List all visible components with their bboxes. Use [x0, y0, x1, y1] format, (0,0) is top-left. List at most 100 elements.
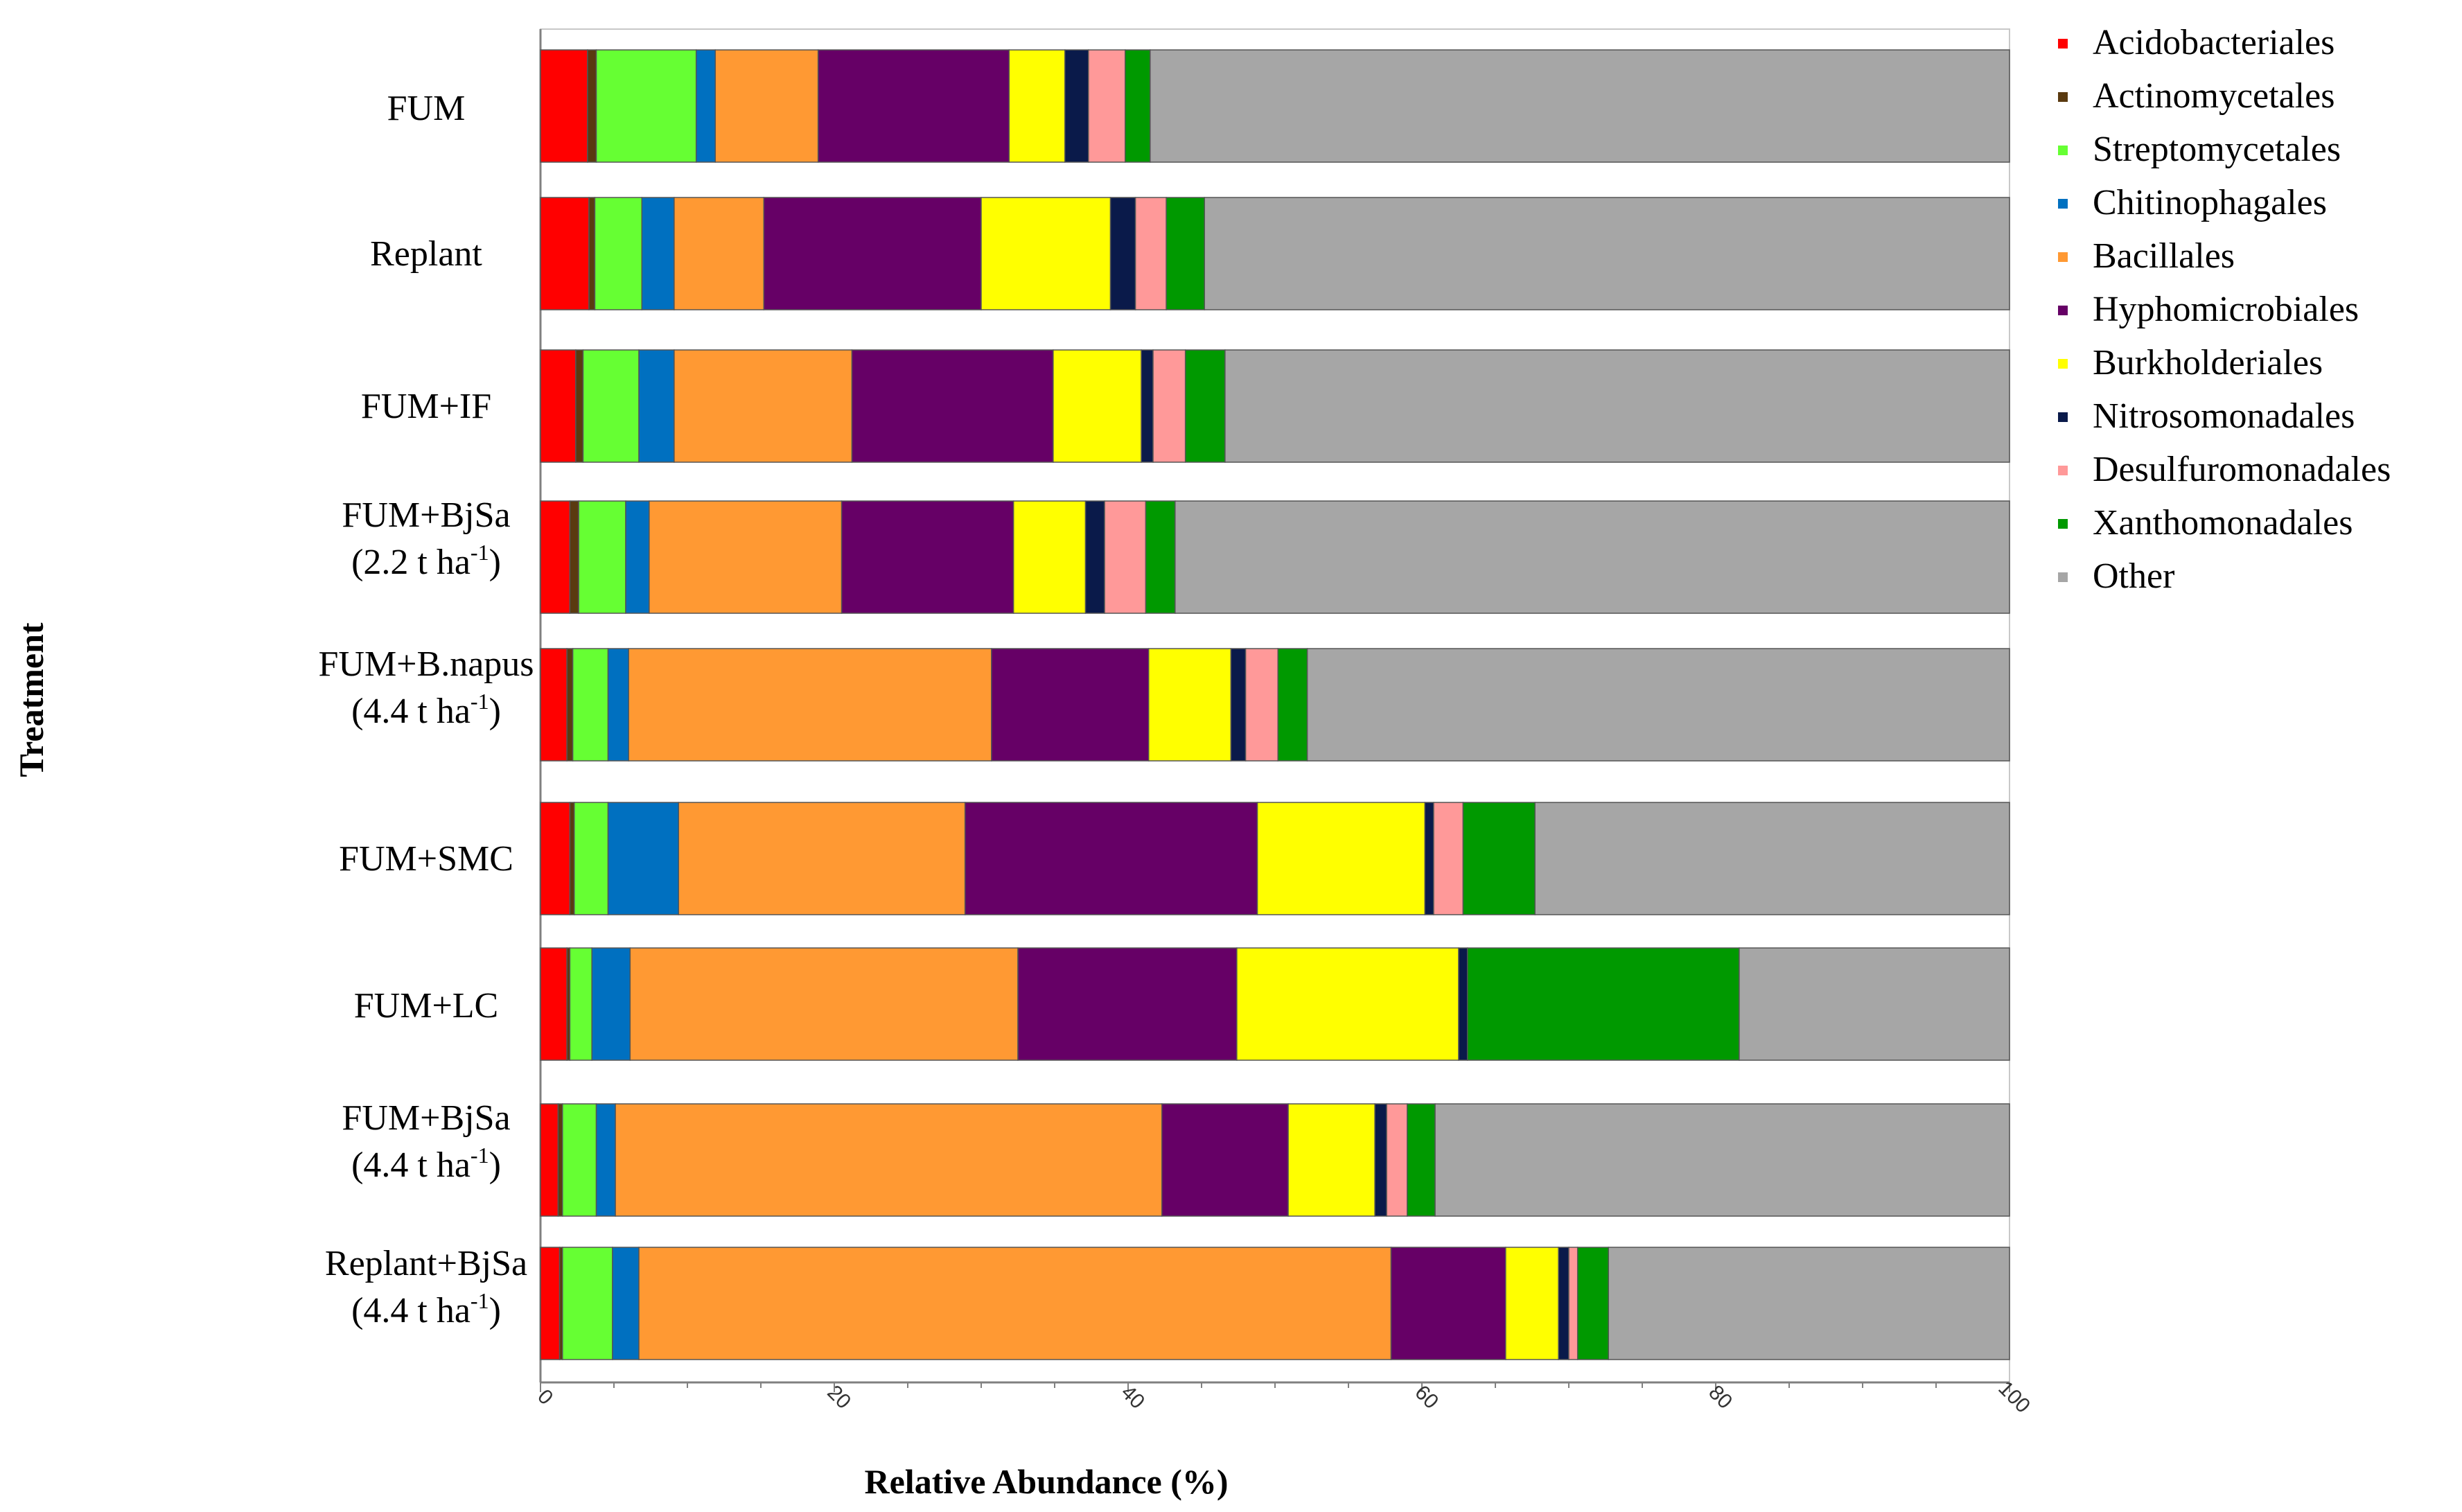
legend-item: Bacillales: [2058, 236, 2235, 276]
category-label: FUM+BjSa: [342, 1098, 510, 1138]
bar-segment: [638, 349, 675, 463]
bar-row: [540, 197, 2010, 310]
bar-segment: [1608, 1247, 2010, 1360]
category-label: FUM+IF: [361, 387, 491, 426]
bar-segment: [540, 1247, 561, 1360]
bar-segment: [1161, 1103, 1289, 1217]
bar-segment: [629, 947, 1019, 1061]
bar-segment: [1125, 49, 1151, 163]
bar-segment: [1256, 802, 1425, 915]
bar-segment: [1017, 947, 1238, 1061]
bar-segment: [1390, 1247, 1506, 1360]
bar-segment: [578, 500, 626, 614]
legend-label: Actinomycetales: [2093, 76, 2334, 116]
bar-segment: [763, 197, 982, 310]
bar-segment: [540, 500, 571, 614]
bar-segment: [574, 802, 609, 915]
legend-swatch: [2058, 146, 2068, 155]
bar-segment: [678, 802, 966, 915]
bar-segment: [1109, 197, 1136, 310]
bar-segment: [572, 648, 609, 762]
legend-item: Actinomycetales: [2058, 76, 2334, 116]
bar-segment: [1739, 947, 2010, 1061]
bar-segment: [595, 49, 697, 163]
bar-segment: [991, 648, 1150, 762]
bar-segment: [1306, 648, 2010, 762]
bar-segment: [1053, 349, 1142, 463]
bar-segment: [1008, 49, 1066, 163]
x-tick-label: 0: [533, 1385, 557, 1409]
bar-segment: [540, 49, 588, 163]
legend-label: Chitinophagales: [2093, 183, 2327, 222]
bar-segment: [1166, 197, 1205, 310]
legend-swatch: [2058, 92, 2068, 102]
bar-segment: [1466, 947, 1740, 1061]
bar-row: [540, 802, 2010, 915]
bar-segment: [569, 500, 579, 614]
category-label: Replant: [370, 234, 482, 274]
category-label: FUM+LC: [354, 986, 498, 1026]
bar-segment: [1277, 648, 1308, 762]
legend-label: Acidobacteriales: [2093, 23, 2334, 62]
bar-segment: [540, 648, 568, 762]
legend-item: Burkholderiales: [2058, 343, 2323, 383]
bar-segment: [1148, 648, 1232, 762]
bar-segment: [1088, 49, 1126, 163]
bar-segment: [1287, 1103, 1375, 1217]
category-label: FUM+B.napus: [318, 644, 534, 684]
bar-segment: [1141, 349, 1154, 463]
x-tick-label: 80: [1704, 1381, 1736, 1414]
bar-row: [540, 49, 2010, 163]
bar-segment: [1104, 500, 1147, 614]
bar-segment: [1558, 1247, 1569, 1360]
bar-segment: [582, 349, 640, 463]
bar-segment: [674, 197, 764, 310]
bar-segment: [1434, 1103, 2010, 1217]
x-tick-label: 40: [1116, 1381, 1149, 1414]
bar-segment: [649, 500, 843, 614]
legend-item: Acidobacteriales: [2058, 23, 2334, 62]
bar-row: [540, 349, 2010, 463]
bar-segment: [1204, 197, 2010, 310]
x-axis: 0 20 40 60 80 100: [533, 1377, 2034, 1418]
bar-segment: [562, 1103, 597, 1217]
x-tick-label: 60: [1410, 1381, 1443, 1414]
legend-label: Hyphomicrobiales: [2093, 290, 2359, 329]
legend-item: Chitinophagales: [2058, 183, 2327, 222]
category-label: FUM+BjSa: [342, 495, 510, 535]
x-axis-title: Relative Abundance (%): [865, 1462, 1229, 1501]
legend-item: Desulfuromonadales: [2058, 450, 2391, 489]
legend-label: Desulfuromonadales: [2093, 450, 2391, 489]
legend-label: Streptomycetales: [2093, 130, 2341, 169]
bar-segment: [607, 802, 680, 915]
bar-segment: [594, 197, 643, 310]
bar-segment: [1150, 49, 2010, 163]
legend-item: Hyphomicrobiales: [2058, 290, 2359, 329]
bar-segment: [1084, 500, 1105, 614]
bar-segment: [615, 1103, 1163, 1217]
bar-segment: [1374, 1103, 1387, 1217]
legend-item: Nitrosomonadales: [2058, 396, 2355, 436]
legend-label: Burkholderiales: [2093, 343, 2323, 383]
bar-segment: [1433, 802, 1464, 915]
bar-segment: [1407, 1103, 1436, 1217]
legend-item: Xanthomonadales: [2058, 503, 2353, 543]
bar-segment: [1576, 1247, 1609, 1360]
bar-segment: [575, 349, 584, 463]
bar-segment: [566, 648, 574, 762]
bar-segment: [1012, 500, 1087, 614]
category-sublabel: (4.4 t ha-1): [351, 1288, 501, 1330]
legend-swatch: [2058, 572, 2068, 582]
category-labels: FUM Replant FUM+IF FUM+BjSa (2.2 t ha-1) FUM+…: [318, 89, 534, 1330]
bar-segment: [625, 500, 650, 614]
bar-segment: [674, 349, 853, 463]
bar-segment: [1230, 648, 1247, 762]
bar-segment: [1386, 1103, 1408, 1217]
bar-segment: [841, 500, 1014, 614]
bar-segment: [557, 1103, 563, 1217]
bar-segment: [1534, 802, 2010, 915]
y-axis-title: Treatment: [12, 622, 51, 777]
legend-swatch: [2058, 466, 2068, 475]
bar-segment: [628, 648, 992, 762]
